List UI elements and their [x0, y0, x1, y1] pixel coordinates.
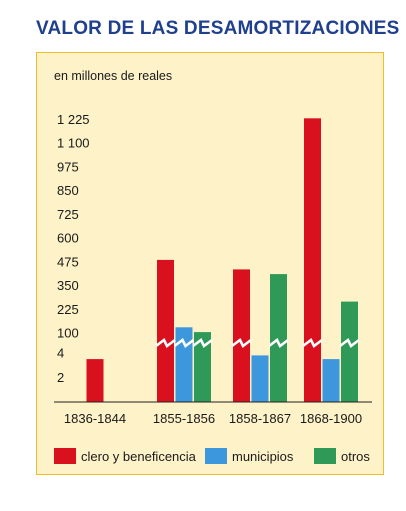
y-tick-label: 100	[57, 326, 79, 341]
bar-otros	[194, 332, 211, 402]
y-tick-label: 975	[57, 159, 79, 174]
legend-label: municipios	[232, 449, 294, 464]
x-tick-label: 1868-1900	[300, 411, 362, 426]
bar-clero-y-beneficencia	[86, 359, 104, 402]
y-tick-label: 1 225	[57, 112, 90, 127]
legend-swatch	[205, 448, 227, 464]
legend-label: clero y beneficencia	[81, 449, 197, 464]
x-axis-ticks: 1836-1844 1855-1856 1858-1867 1868-1900	[64, 411, 362, 426]
y-tick-label: 600	[57, 231, 79, 246]
bar-clero-y-beneficencia	[233, 269, 250, 402]
legend-swatch	[54, 448, 76, 464]
bar-municipios	[175, 327, 193, 402]
axis-breaks	[155, 338, 360, 348]
y-tick-label: 4	[57, 346, 64, 361]
bar-municipios	[251, 355, 269, 402]
y-tick-label: 850	[57, 183, 79, 198]
axis-break-mark	[192, 338, 213, 348]
bar-otros	[270, 274, 287, 402]
x-tick-label: 1836-1844	[64, 411, 126, 426]
legend-label: otros	[341, 449, 370, 464]
chart-title: VALOR DE LAS DESAMORTIZACIONES	[36, 18, 400, 39]
y-tick-label: 350	[57, 278, 79, 293]
chart-panel	[36, 52, 384, 475]
axis-break-mark	[173, 338, 195, 348]
y-tick-label: 475	[57, 254, 79, 269]
bar-otros	[341, 301, 358, 402]
x-tick-label: 1858-1867	[229, 411, 291, 426]
axis-break-mark	[155, 338, 176, 348]
y-tick-label: 2	[57, 370, 64, 385]
axis-break-mark	[339, 338, 360, 348]
axis-break-mark	[268, 338, 289, 348]
bar-clero-y-beneficencia	[304, 118, 321, 403]
legend: clero y beneficencia municipios otros	[54, 448, 370, 464]
y-tick-label: 725	[57, 207, 79, 222]
bar-municipios	[322, 359, 340, 402]
axis-break-mark	[302, 338, 323, 348]
y-axis-label: en millones de reales	[54, 69, 172, 83]
bar-clero-y-beneficencia	[157, 259, 174, 402]
y-tick-label: 225	[57, 302, 79, 317]
axis-break-mark	[231, 338, 252, 348]
legend-swatch	[314, 448, 336, 464]
y-axis-ticks: 2 4 100 225 350 475 600 725 850 975 1 100 1 225	[57, 112, 90, 385]
x-tick-label: 1855-1856	[153, 411, 215, 426]
y-tick-label: 1 100	[57, 136, 90, 151]
bars	[86, 118, 358, 403]
